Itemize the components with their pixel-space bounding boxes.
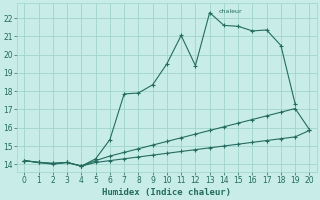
X-axis label: Humidex (Indice chaleur): Humidex (Indice chaleur): [102, 188, 231, 197]
Text: chaleur: chaleur: [218, 9, 242, 14]
